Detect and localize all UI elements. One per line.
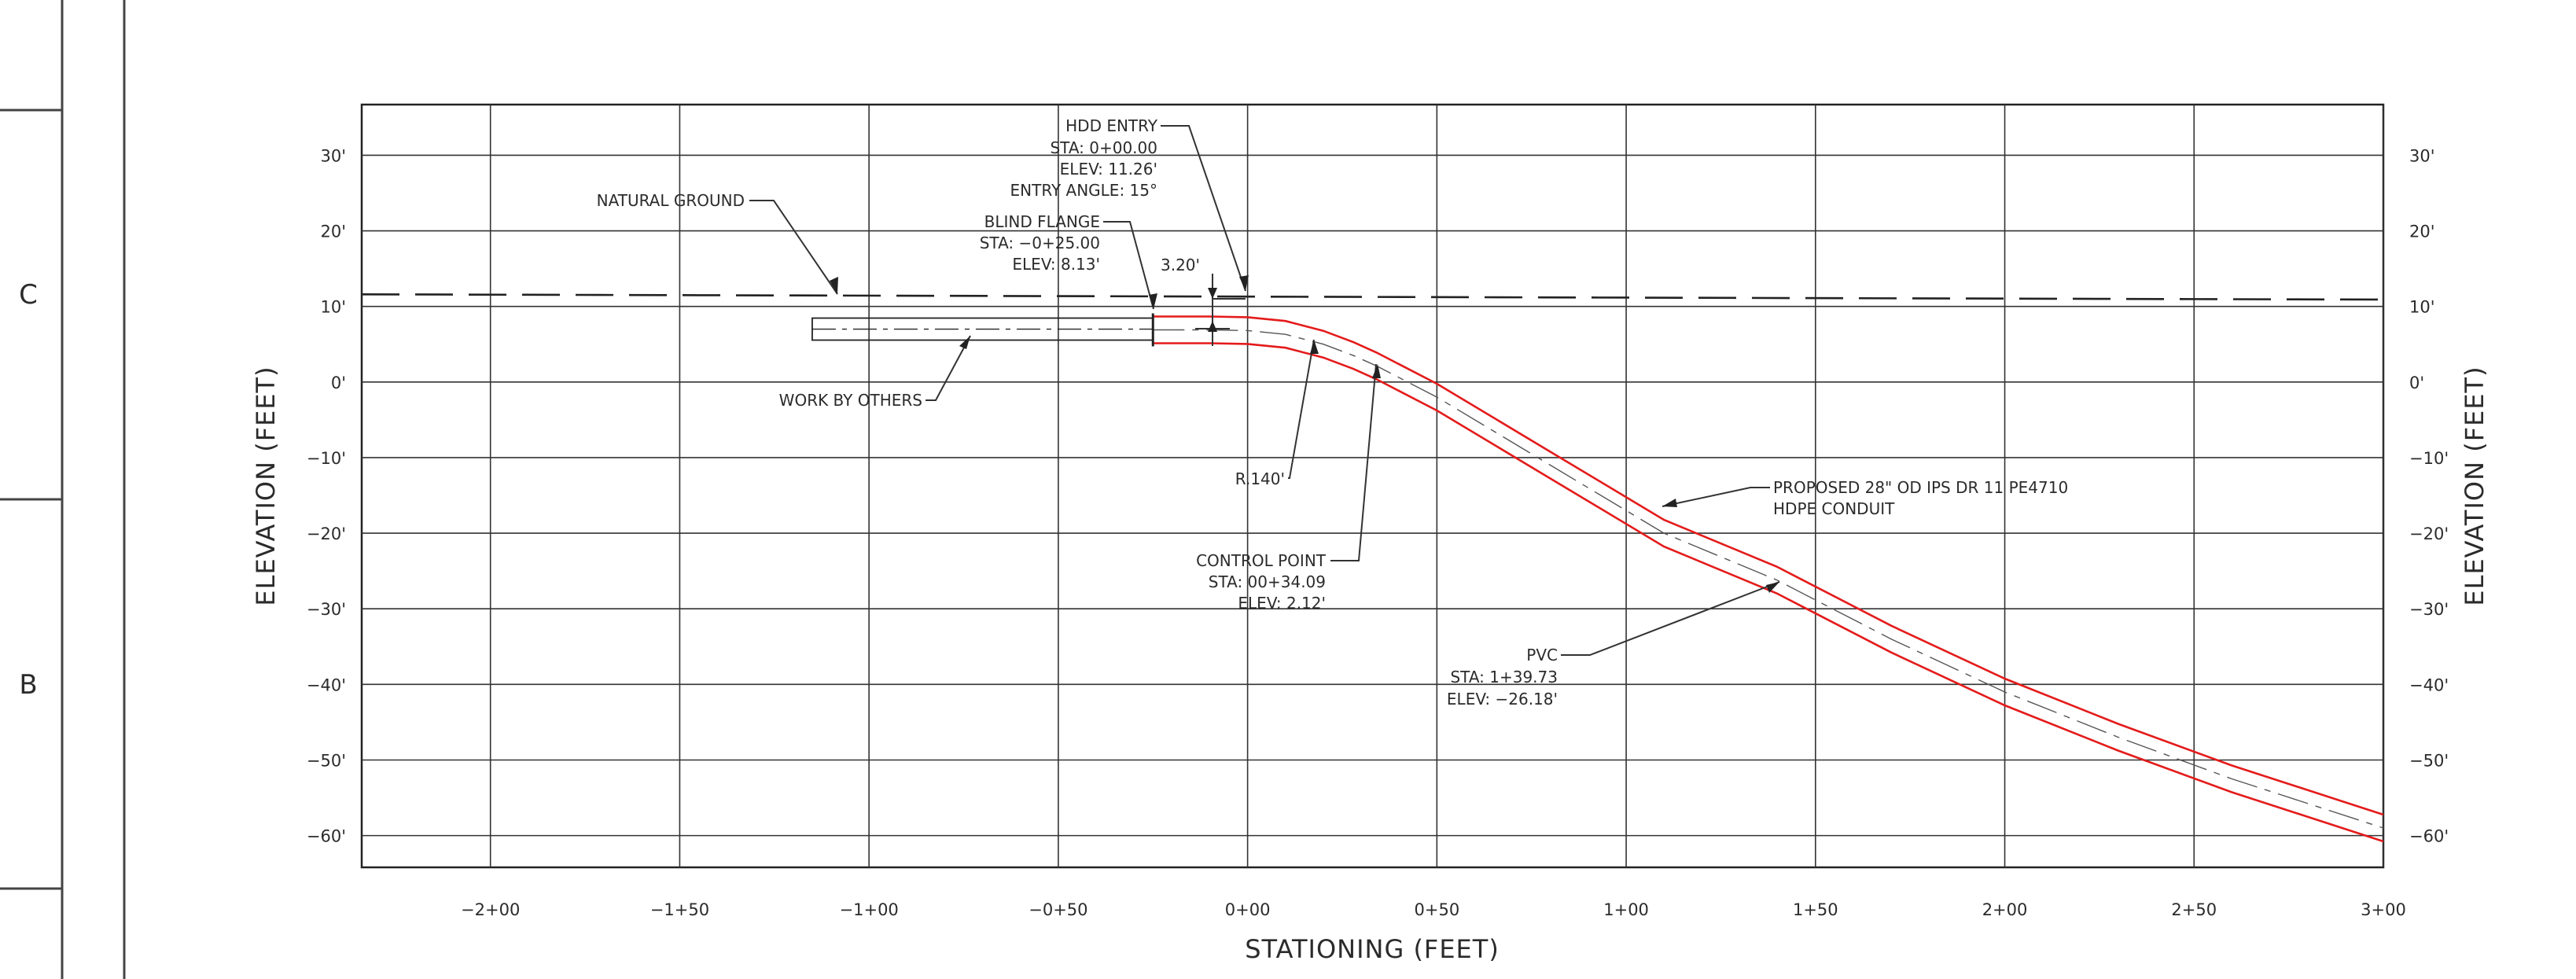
pvc-title: PVC [1526,646,1558,664]
zone-letter-b: B [19,669,37,701]
y-tick-label-right: −60' [2409,827,2449,846]
pvc-sta: STA: 1+39.73 [1450,668,1558,686]
y-tick-label-left: −60' [307,827,346,846]
arrow-hdd-entry [1239,275,1249,291]
arrow-dim-bottom [1208,321,1217,332]
leader-natural-ground [749,200,838,295]
proposed-conduit-line2: HDPE CONDUIT [1773,499,1895,518]
dim-320-label: 3.20' [1161,256,1200,274]
radius-label: R.140' [1235,469,1285,488]
y-tick-label-right: −20' [2409,524,2449,543]
x-tick-label: 3+00 [2361,900,2406,919]
blind-flange-sta: STA: −0+25.00 [980,234,1100,252]
y-tick-label-right: 30' [2409,146,2435,165]
leader-hdd-entry [1161,125,1246,292]
x-tick-label: 1+50 [1793,900,1838,919]
leader-control-point [1330,363,1377,561]
hdd-entry-angle: ENTRY ANGLE: 15° [1010,181,1157,200]
conduit-bottom-wall [1153,342,2384,843]
arrow-proposed [1662,499,1677,507]
y-tick-label-left: 20' [321,223,347,241]
pvc-elev: ELEV: −26.18' [1447,690,1558,708]
grid-lines [362,105,2384,867]
leader-work-by-others [926,335,971,401]
hdd-entry-elev: ELEV: 11.26' [1060,160,1157,179]
natural-ground-line [361,293,2384,301]
sheet-border [0,0,126,979]
conduit-top-wall [1153,315,2384,816]
leader-lines [749,125,1780,656]
y-tick-label-right: −30' [2409,600,2449,619]
y-tick-labels-left: 30' 20' 10' 0' −10' −20' −30' −40' −50' −60' [307,146,346,845]
hdd-entry-sta: STA: 0+00.00 [1050,138,1157,157]
x-tick-label: 0+50 [1415,900,1460,919]
control-point-elev: ELEV: 2.12' [1238,594,1326,613]
y-axis-title-right: ELEVATION (FEET) [2460,366,2490,605]
plot-frame [360,103,2385,869]
y-tick-label-left: −30' [307,600,346,619]
arrow-dim-top [1208,288,1217,299]
natural-ground-label: NATURAL GROUND [597,191,745,210]
proposed-conduit-line1: PROPOSED 28" OD IPS DR 11 PE4710 [1773,478,2068,497]
arrow-control-point [1372,364,1381,378]
work-by-others-label: WORK BY OTHERS [779,391,922,410]
x-tick-label: −1+00 [840,900,899,919]
y-tick-label-right: −40' [2409,675,2449,694]
y-tick-label-right: 20' [2409,223,2435,241]
arrow-radius [1310,340,1319,354]
y-tick-label-left: 30' [321,146,347,165]
leader-pvc [1561,581,1780,656]
leader-arrows [830,275,1779,593]
y-tick-label-left: −20' [307,524,346,543]
y-tick-label-left: −40' [307,675,346,694]
control-point-title: CONTROL POINT [1196,551,1327,570]
zone-letter-c: C [19,279,38,311]
y-axis-title-left: ELEVATION (FEET) [251,366,281,605]
leader-radius [1288,339,1315,479]
x-tick-labels: −2+00 −1+50 −1+00 −0+50 0+00 0+50 1+00 1+50 2+00… [461,900,2406,919]
y-tick-labels-right: 30' 20' 10' 0' −10' −20' −30' −40' −50' −60' [2409,146,2449,845]
x-tick-label: −0+50 [1029,900,1087,919]
profile-series [361,293,2384,843]
y-tick-label-right: 10' [2409,298,2435,317]
y-tick-label-left: −50' [307,751,346,770]
arrow-natural-ground [830,277,838,294]
arrow-blind-flange [1149,293,1157,309]
arrow-work-by-others [959,336,970,349]
arrow-pvc [1766,582,1779,593]
annotations: HDD ENTRY STA: 0+00.00 ELEV: 11.26' ENTR… [597,116,2069,708]
conduit-centerline [1153,329,2384,829]
blind-flange-elev: ELEV: 8.13' [1012,255,1100,274]
y-tick-label-left: 10' [321,298,347,317]
x-tick-label: 0+00 [1225,900,1271,919]
y-tick-label-right: 0' [2409,374,2424,392]
y-tick-label-left: −10' [307,449,346,468]
y-tick-label-right: −50' [2409,751,2449,770]
leader-proposed [1662,487,1770,507]
y-tick-label-right: −10' [2409,449,2449,468]
x-tick-label: −2+00 [461,900,520,919]
control-point-sta: STA: 00+34.09 [1209,572,1326,591]
x-tick-label: 2+00 [1982,900,2028,919]
blind-flange-title: BLIND FLANGE [984,212,1100,231]
x-tick-label: −1+50 [650,900,709,919]
x-axis-title: STATIONING (FEET) [1245,934,1500,964]
x-tick-label: 2+50 [2171,900,2217,919]
hdd-entry-title: HDD ENTRY [1065,116,1158,135]
y-tick-label-left: 0' [331,374,346,392]
x-tick-label: 1+00 [1603,900,1649,919]
leader-blind-flange [1103,221,1154,310]
